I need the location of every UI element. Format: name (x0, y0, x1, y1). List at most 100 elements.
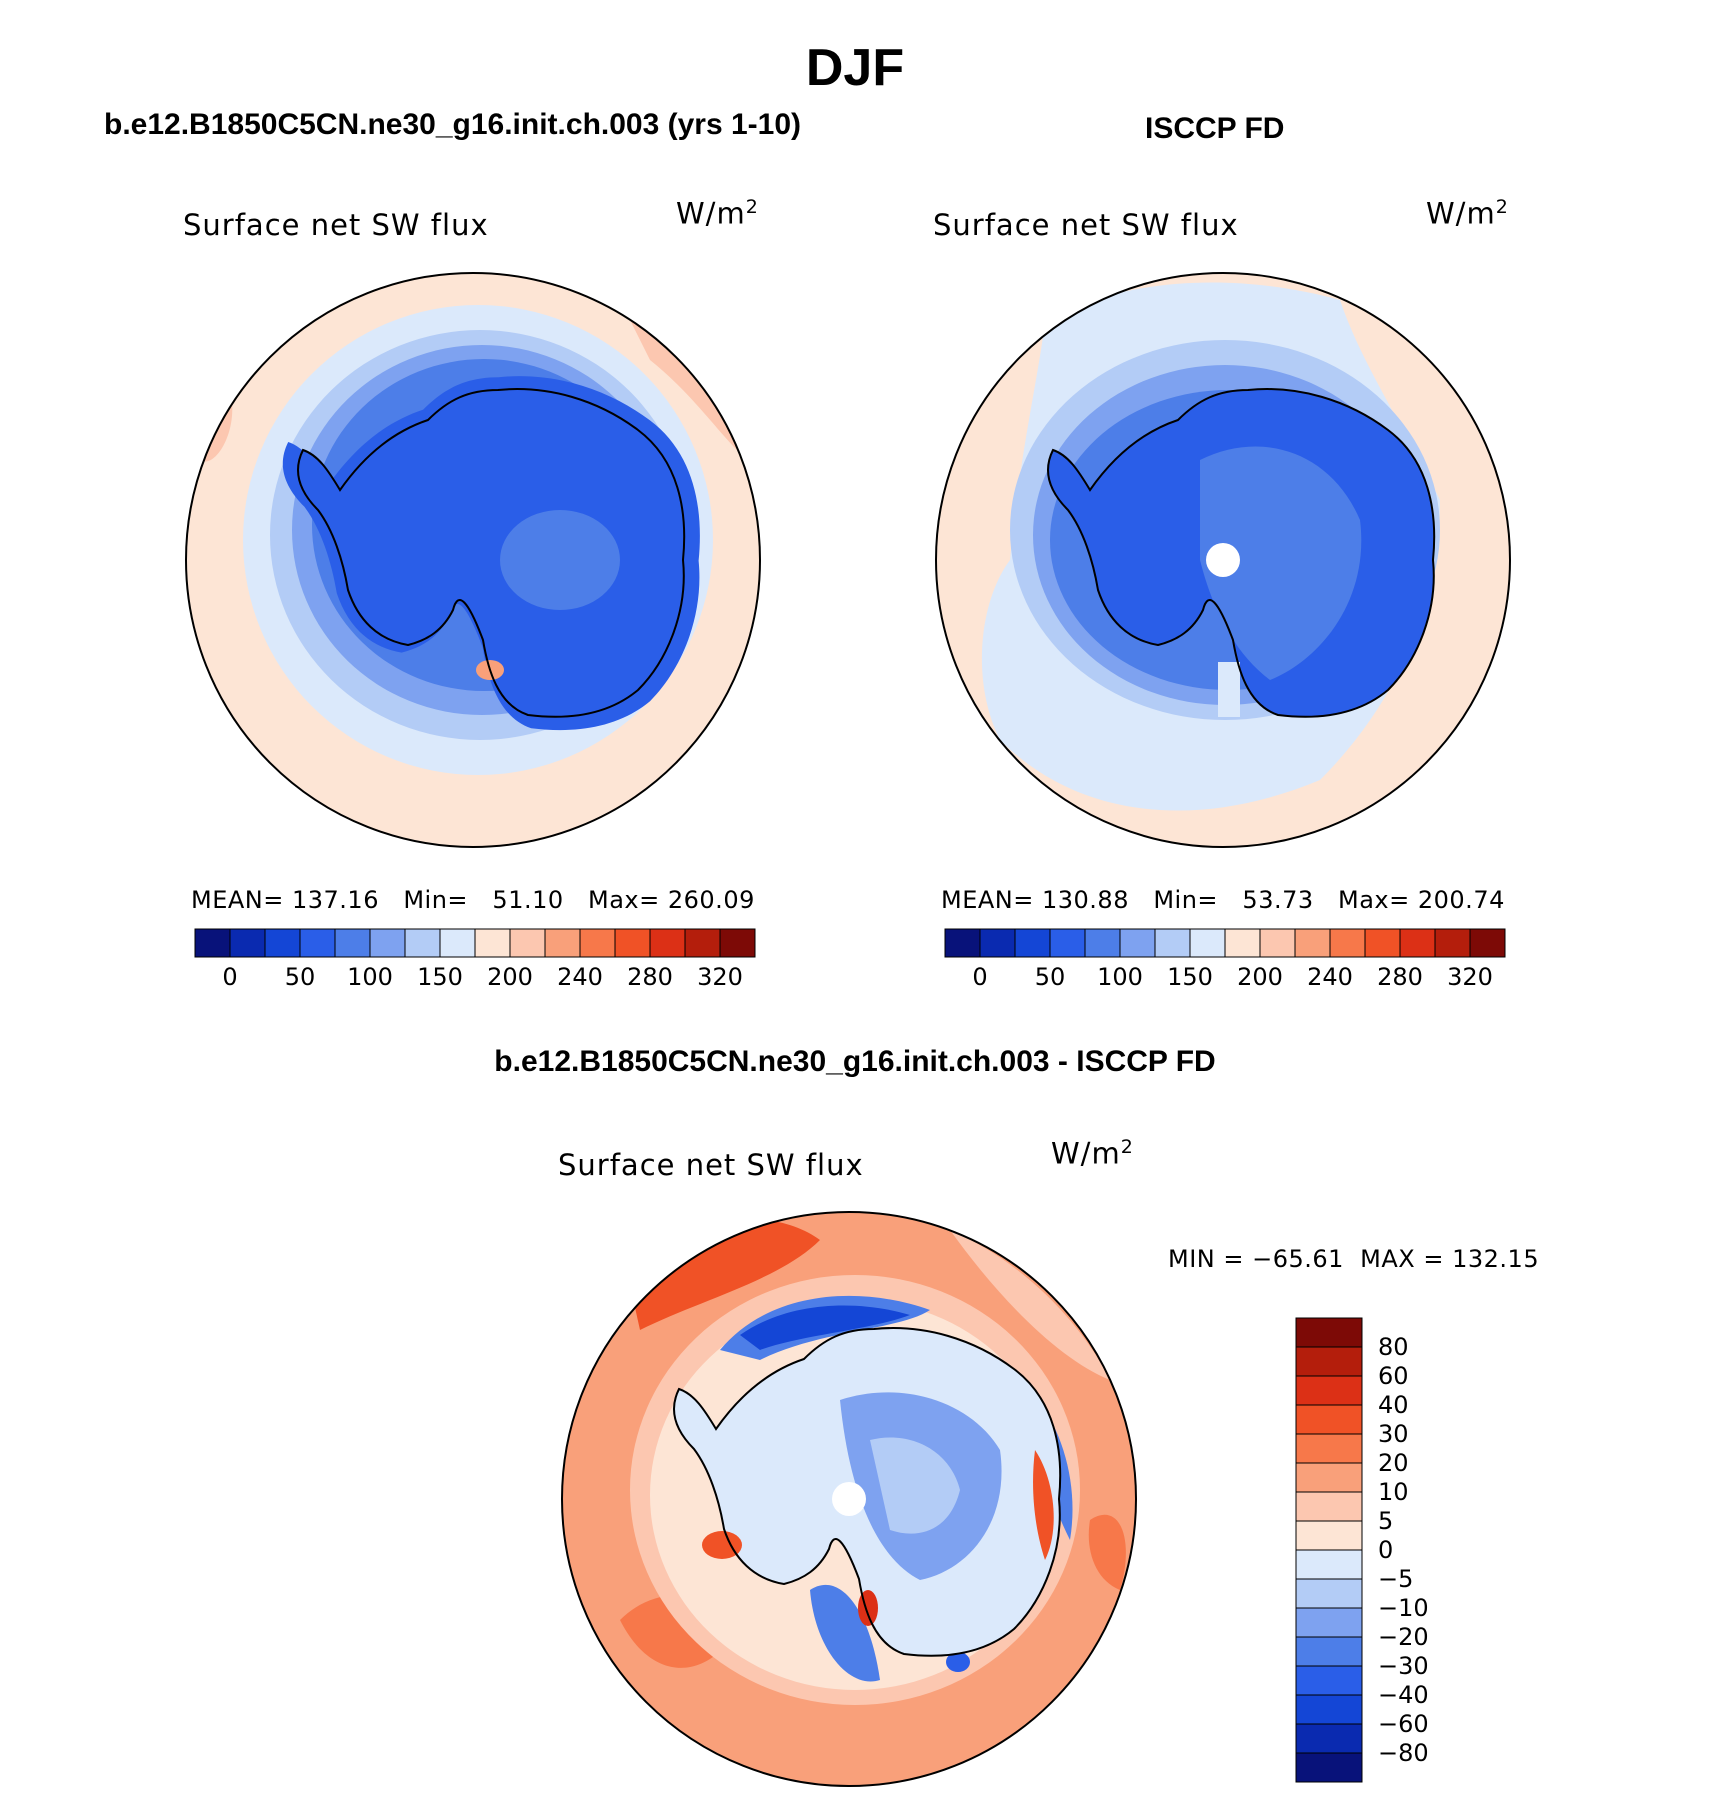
colorbar-cell (474, 928, 511, 958)
colorbar-cell (1049, 928, 1086, 958)
colorbar-tick-label: −80 (1378, 1739, 1429, 1767)
panel1-units: W/m2 (676, 196, 759, 231)
colorbar-cell (1014, 928, 1051, 958)
colorbar-tick-label: 320 (697, 963, 743, 991)
panel1-stats: MEAN= 137.16 Min= 51.10 Max= 260.09 (191, 886, 755, 914)
map-model (186, 273, 760, 847)
colorbar-tick-label: 0 (972, 963, 988, 991)
panel2-subtitle: Surface net SW flux (933, 208, 1239, 242)
panel3-subtitle: Surface net SW flux (558, 1148, 864, 1182)
panel2-stats: MEAN= 130.88 Min= 53.73 Max= 200.74 (941, 886, 1505, 914)
panel3-units: W/m2 (1051, 1136, 1134, 1171)
colorbar-cell (439, 928, 476, 958)
panel2-units: W/m2 (1426, 196, 1509, 231)
colorbar-cell (979, 928, 1016, 958)
colorbar-tick-label: 280 (1377, 963, 1423, 991)
colorbar-tick-label: 0 (222, 963, 238, 991)
colorbar-cell (1189, 928, 1226, 958)
colorbar-cell (1084, 928, 1121, 958)
colorbar-cell (1399, 928, 1436, 958)
colorbar-tick-label: 20 (1378, 1449, 1409, 1477)
colorbar-tick-label: 60 (1378, 1362, 1409, 1390)
colorbar-cell (1294, 928, 1331, 958)
colorbar-tick-label: 100 (1097, 963, 1143, 991)
season-title: DJF (805, 39, 905, 97)
colorbar-tick-label: 200 (487, 963, 533, 991)
colorbar-tick-label: −10 (1378, 1594, 1429, 1622)
colorbar-tick-label: 150 (417, 963, 463, 991)
colorbar-cell (1295, 1723, 1363, 1754)
colorbar-cell (1295, 1578, 1363, 1609)
colorbar-cell (369, 928, 406, 958)
colorbar-tick-label: 30 (1378, 1420, 1409, 1448)
map-diff (562, 1212, 1136, 1786)
colorbar-diff (1295, 1317, 1363, 1783)
colorbar-tick-label: 40 (1378, 1391, 1409, 1419)
colorbar-cell (1295, 1607, 1363, 1638)
colorbar-tick-label: 320 (1447, 963, 1493, 991)
colorbar-tick-label: 100 (347, 963, 393, 991)
colorbar-tick-label: 200 (1237, 963, 1283, 991)
colorbar-tick-label: −60 (1378, 1710, 1429, 1738)
colorbar-tick-label: 50 (1034, 963, 1066, 991)
colorbar-tick-label: 5 (1378, 1507, 1394, 1535)
colorbar-tick-label: 80 (1378, 1333, 1409, 1361)
colorbar-cell (404, 928, 441, 958)
colorbar-cell (1224, 928, 1261, 958)
colorbar-cell (509, 928, 546, 958)
colorbar-tick-label: 240 (1307, 963, 1353, 991)
colorbar-cell (544, 928, 581, 958)
colorbar-tick-label: 50 (284, 963, 316, 991)
panel-title-diff: b.e12.B1850C5CN.ne30_g16.init.ch.003 - I… (494, 1045, 1216, 1078)
colorbar-tick-label: 150 (1167, 963, 1213, 991)
colorbar-cell (1329, 928, 1366, 958)
colorbar-cell (1295, 1694, 1363, 1725)
colorbar-tick-label: 280 (627, 963, 673, 991)
colorbar-cell (614, 928, 651, 958)
colorbar-tick-label: −5 (1378, 1565, 1414, 1593)
colorbar-cell (264, 928, 301, 958)
colorbar-cell (1295, 1549, 1363, 1580)
colorbar-cell (1295, 1752, 1363, 1783)
colorbar-cell (1295, 1491, 1363, 1522)
panel1-subtitle: Surface net SW flux (183, 208, 489, 242)
colorbar-tick-label: 240 (557, 963, 603, 991)
colorbar-cell (1259, 928, 1296, 958)
map-diff-border (561, 1211, 1137, 1787)
colorbar-cell (1295, 1462, 1363, 1493)
colorbar-cell (1295, 1520, 1363, 1551)
colorbar-tick-label: −30 (1378, 1652, 1429, 1680)
colorbar-cell (1295, 1404, 1363, 1435)
colorbar-cell (1295, 1636, 1363, 1667)
colorbar-cell (194, 928, 231, 958)
colorbar-cell (1119, 928, 1156, 958)
colorbar-cell (1154, 928, 1191, 958)
colorbar-cell (1295, 1346, 1363, 1377)
colorbar-cell (1295, 1665, 1363, 1696)
colorbar-cell (1434, 928, 1471, 958)
colorbar-cell (1295, 1317, 1363, 1348)
map-obs (936, 273, 1510, 847)
panel-title-model: b.e12.B1850C5CN.ne30_g16.init.ch.003 (yr… (104, 108, 802, 141)
colorbar-cell (1364, 928, 1401, 958)
panel-title-obs: ISCCP FD (1145, 112, 1285, 145)
colorbar-cell (649, 928, 686, 958)
colorbar-tick-label: −40 (1378, 1681, 1429, 1709)
colorbar-cell (1295, 1375, 1363, 1406)
colorbar-tick-label: 10 (1378, 1478, 1409, 1506)
colorbar-obs (944, 928, 1506, 958)
map-model-border (185, 272, 761, 848)
map-obs-border (935, 272, 1511, 848)
colorbar-cell (299, 928, 336, 958)
colorbar-cell (579, 928, 616, 958)
colorbar-tick-label: −20 (1378, 1623, 1429, 1651)
colorbar-cell (719, 928, 756, 958)
colorbar-model (194, 928, 756, 958)
colorbar-cell (334, 928, 371, 958)
colorbar-cell (229, 928, 266, 958)
colorbar-cell (1469, 928, 1506, 958)
colorbar-tick-label: 0 (1378, 1536, 1394, 1564)
panel3-stats: MIN = −65.61 MAX = 132.15 (1168, 1245, 1540, 1273)
colorbar-cell (684, 928, 721, 958)
